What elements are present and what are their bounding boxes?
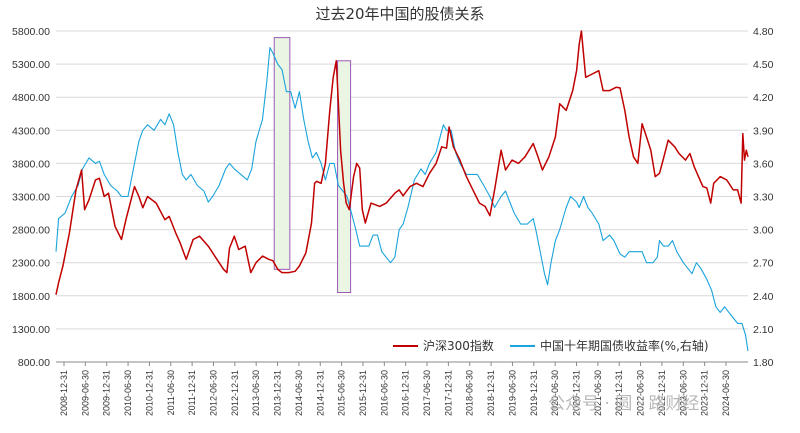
x-tick-label: 2017-06-30 bbox=[422, 370, 432, 416]
y-left-tick-label: 4300.00 bbox=[12, 125, 50, 137]
watermark-text: 公众号 · 圆 · 路财经 bbox=[548, 394, 699, 414]
x-tick-label: 2015-06-30 bbox=[337, 370, 347, 416]
x-tick-label: 2021-12-31 bbox=[614, 370, 624, 416]
legend-label-cgb10y: 中国十年期国债收益率(%,右轴) bbox=[540, 338, 709, 353]
y-left-tick-label: 4800.00 bbox=[12, 92, 50, 104]
y-axis-left: 800.00 1300.00 1800.00 2300.00 2800.00 3300.0… bbox=[12, 26, 50, 369]
y-right-tick-label: 3.60 bbox=[753, 158, 774, 170]
x-tick-label: 2019-12-31 bbox=[529, 370, 539, 416]
y-left-tick-label: 5300.00 bbox=[12, 59, 50, 71]
x-tick-label: 2011-12-31 bbox=[187, 370, 197, 415]
y-right-tick-label: 2.70 bbox=[753, 258, 774, 270]
x-tick-label: 2009-06-30 bbox=[80, 370, 90, 416]
x-tick-label: 2023-06-30 bbox=[678, 370, 688, 416]
highlight-box bbox=[273, 37, 291, 270]
y-right-tick-label: 2.40 bbox=[753, 291, 774, 303]
legend: 沪深300指数 中国十年期国债收益率(%,右轴) bbox=[393, 338, 709, 353]
x-tick-label: 2018-06-30 bbox=[465, 370, 475, 416]
y-right-tick-label: 3.90 bbox=[753, 125, 774, 137]
x-tick-label: 2014-06-30 bbox=[294, 370, 304, 416]
series-line-cgb10y bbox=[55, 46, 749, 352]
y-right-tick-label: 1.80 bbox=[753, 357, 774, 369]
chart-title: 过去20年中国的股债关系 bbox=[315, 5, 484, 23]
y-left-tick-label: 1800.00 bbox=[12, 291, 50, 303]
y-left-tick-label: 5800.00 bbox=[12, 26, 50, 38]
x-tick-label: 2013-06-30 bbox=[251, 370, 261, 416]
y-left-tick-label: 800.00 bbox=[18, 357, 50, 369]
y-left-tick-label: 1300.00 bbox=[12, 324, 50, 336]
y-right-tick-label: 2.10 bbox=[753, 324, 774, 336]
x-tick-label: 2022-06-30 bbox=[636, 370, 646, 416]
x-tick-label: 2012-06-30 bbox=[208, 370, 218, 416]
y-right-tick-label: 4.20 bbox=[753, 92, 774, 104]
x-tick-label: 2011-06-30 bbox=[166, 370, 176, 415]
legend-label-hs300: 沪深300指数 bbox=[423, 338, 494, 353]
x-tick-label: 2012-12-31 bbox=[230, 370, 240, 416]
x-tick-label: 2017-12-31 bbox=[443, 370, 453, 416]
highlight-boxes bbox=[273, 37, 352, 293]
x-tick-label: 2023-12-31 bbox=[700, 370, 710, 416]
grid-lines bbox=[56, 30, 748, 363]
x-tick-label: 2021-06-30 bbox=[593, 370, 603, 416]
y-left-tick-label: 2300.00 bbox=[12, 258, 50, 270]
x-tick-label: 2016-06-30 bbox=[379, 370, 389, 416]
x-tick-label: 2013-12-31 bbox=[273, 370, 283, 416]
x-tick-label: 2020-12-31 bbox=[572, 370, 582, 416]
x-tick-label: 2010-06-30 bbox=[123, 370, 133, 416]
x-tick-label: 2020-06-30 bbox=[550, 370, 560, 416]
x-axis: 2008-12-31 2009-06-30 2009-12-31 2010-06-30… bbox=[59, 362, 731, 416]
x-tick-label: 2009-12-31 bbox=[102, 370, 112, 416]
y-right-tick-label: 3.30 bbox=[753, 192, 774, 204]
y-right-tick-label: 3.00 bbox=[753, 225, 774, 237]
x-tick-label: 2018-12-31 bbox=[486, 370, 496, 416]
y-left-tick-label: 3800.00 bbox=[12, 158, 50, 170]
y-right-tick-label: 4.50 bbox=[753, 59, 774, 71]
x-tick-label: 2015-12-31 bbox=[358, 370, 368, 416]
x-tick-label: 2016-12-31 bbox=[401, 370, 411, 416]
y-right-tick-label: 4.80 bbox=[753, 26, 774, 38]
x-tick-label: 2014-12-31 bbox=[315, 370, 325, 416]
x-tick-label: 2010-12-31 bbox=[144, 370, 154, 416]
y-left-tick-label: 3300.00 bbox=[12, 192, 50, 204]
y-left-tick-label: 2800.00 bbox=[12, 225, 50, 237]
x-tick-label: 2024-06-30 bbox=[721, 370, 731, 416]
series-lines bbox=[55, 30, 749, 352]
highlight-box bbox=[337, 60, 352, 293]
series-line-hs300 bbox=[55, 30, 749, 295]
x-tick-label: 2008-12-31 bbox=[59, 370, 69, 416]
y-axis-right: 1.80 2.10 2.40 2.70 3.00 3.30 3.60 3.90 4.20 4.50… bbox=[753, 26, 774, 369]
x-tick-label: 2019-06-30 bbox=[507, 370, 517, 416]
x-tick-label: 2022-12-31 bbox=[657, 370, 667, 416]
